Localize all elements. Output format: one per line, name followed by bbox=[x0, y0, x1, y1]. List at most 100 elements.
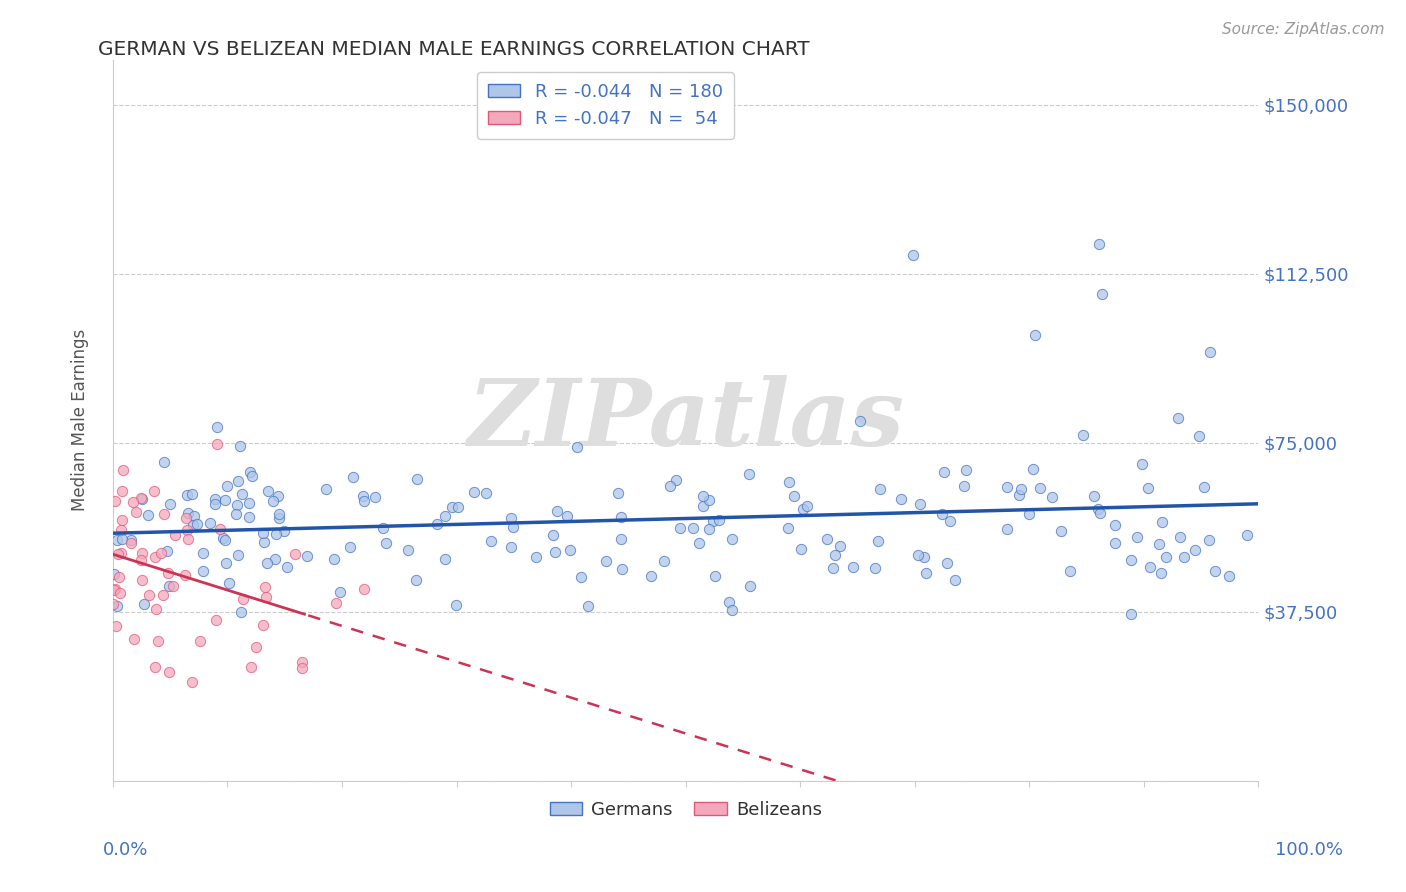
Point bbox=[231, 487, 253, 501]
Point bbox=[252, 617, 274, 632]
Point bbox=[145, 550, 167, 565]
Point bbox=[129, 491, 152, 505]
Point bbox=[229, 439, 252, 453]
Point bbox=[703, 569, 725, 583]
Point bbox=[191, 564, 214, 578]
Point bbox=[204, 613, 226, 627]
Point bbox=[1150, 566, 1173, 580]
Point bbox=[267, 508, 290, 522]
Point bbox=[1154, 550, 1177, 565]
Point bbox=[103, 582, 125, 597]
Point bbox=[1192, 480, 1215, 494]
Point bbox=[342, 469, 364, 483]
Point bbox=[176, 523, 198, 537]
Point bbox=[1168, 530, 1191, 544]
Point bbox=[720, 603, 742, 617]
Point bbox=[226, 475, 249, 489]
Point bbox=[576, 599, 599, 613]
Point bbox=[146, 634, 169, 648]
Point bbox=[129, 552, 152, 566]
Point bbox=[156, 543, 179, 558]
Point bbox=[122, 632, 145, 647]
Point bbox=[1059, 564, 1081, 578]
Point bbox=[426, 516, 449, 531]
Point bbox=[440, 500, 463, 514]
Text: ZIPatlas: ZIPatlas bbox=[467, 376, 904, 466]
Point bbox=[479, 534, 502, 549]
Point bbox=[353, 494, 375, 508]
Point bbox=[262, 494, 284, 508]
Point bbox=[823, 561, 845, 575]
Point bbox=[214, 533, 236, 547]
Point bbox=[111, 533, 134, 547]
Point bbox=[240, 660, 263, 674]
Point bbox=[273, 524, 295, 539]
Point bbox=[131, 491, 153, 506]
Point bbox=[499, 540, 522, 554]
Point bbox=[475, 485, 498, 500]
Point bbox=[612, 562, 634, 576]
Point bbox=[1024, 328, 1046, 343]
Point bbox=[257, 483, 280, 498]
Point bbox=[181, 674, 204, 689]
Point bbox=[238, 496, 260, 510]
Point bbox=[193, 546, 215, 560]
Point bbox=[936, 556, 959, 570]
Point bbox=[778, 475, 800, 490]
Point bbox=[776, 521, 799, 535]
Point bbox=[890, 491, 912, 506]
Point bbox=[143, 660, 166, 674]
Point bbox=[869, 482, 891, 496]
Point bbox=[157, 566, 180, 581]
Point bbox=[107, 599, 129, 614]
Point bbox=[1184, 543, 1206, 558]
Point bbox=[1198, 533, 1220, 547]
Point bbox=[433, 552, 456, 566]
Point bbox=[828, 539, 851, 553]
Point bbox=[1007, 488, 1029, 502]
Point bbox=[707, 513, 730, 527]
Point bbox=[329, 585, 352, 599]
Point bbox=[659, 479, 682, 493]
Point bbox=[444, 598, 467, 612]
Point bbox=[541, 528, 564, 542]
Point bbox=[110, 546, 132, 560]
Point bbox=[702, 514, 724, 528]
Point bbox=[955, 463, 977, 477]
Point bbox=[204, 497, 226, 511]
Point bbox=[1121, 553, 1143, 567]
Point bbox=[953, 479, 976, 493]
Point bbox=[239, 465, 262, 479]
Point bbox=[145, 602, 167, 616]
Point bbox=[682, 521, 704, 535]
Point bbox=[108, 585, 131, 599]
Point bbox=[914, 566, 936, 581]
Point bbox=[1218, 568, 1240, 582]
Point bbox=[177, 532, 200, 546]
Point bbox=[1022, 462, 1045, 476]
Point bbox=[1087, 502, 1109, 516]
Point bbox=[177, 506, 200, 520]
Point bbox=[569, 570, 592, 584]
Point bbox=[291, 661, 314, 675]
Point bbox=[138, 588, 160, 602]
Point bbox=[640, 569, 662, 583]
Point bbox=[232, 592, 254, 607]
Point bbox=[737, 467, 759, 482]
Point bbox=[995, 522, 1018, 536]
Point bbox=[692, 489, 714, 503]
Point bbox=[790, 541, 813, 556]
Point bbox=[162, 579, 184, 593]
Point bbox=[555, 509, 578, 524]
Point bbox=[524, 549, 547, 564]
Point bbox=[264, 527, 287, 541]
Point bbox=[186, 517, 208, 532]
Point bbox=[205, 437, 228, 451]
Point bbox=[267, 511, 290, 525]
Point bbox=[107, 547, 129, 561]
Point bbox=[1029, 481, 1052, 495]
Y-axis label: Median Male Earnings: Median Male Earnings bbox=[72, 329, 89, 511]
Point bbox=[1104, 518, 1126, 533]
Point bbox=[200, 516, 222, 530]
Point bbox=[176, 488, 198, 502]
